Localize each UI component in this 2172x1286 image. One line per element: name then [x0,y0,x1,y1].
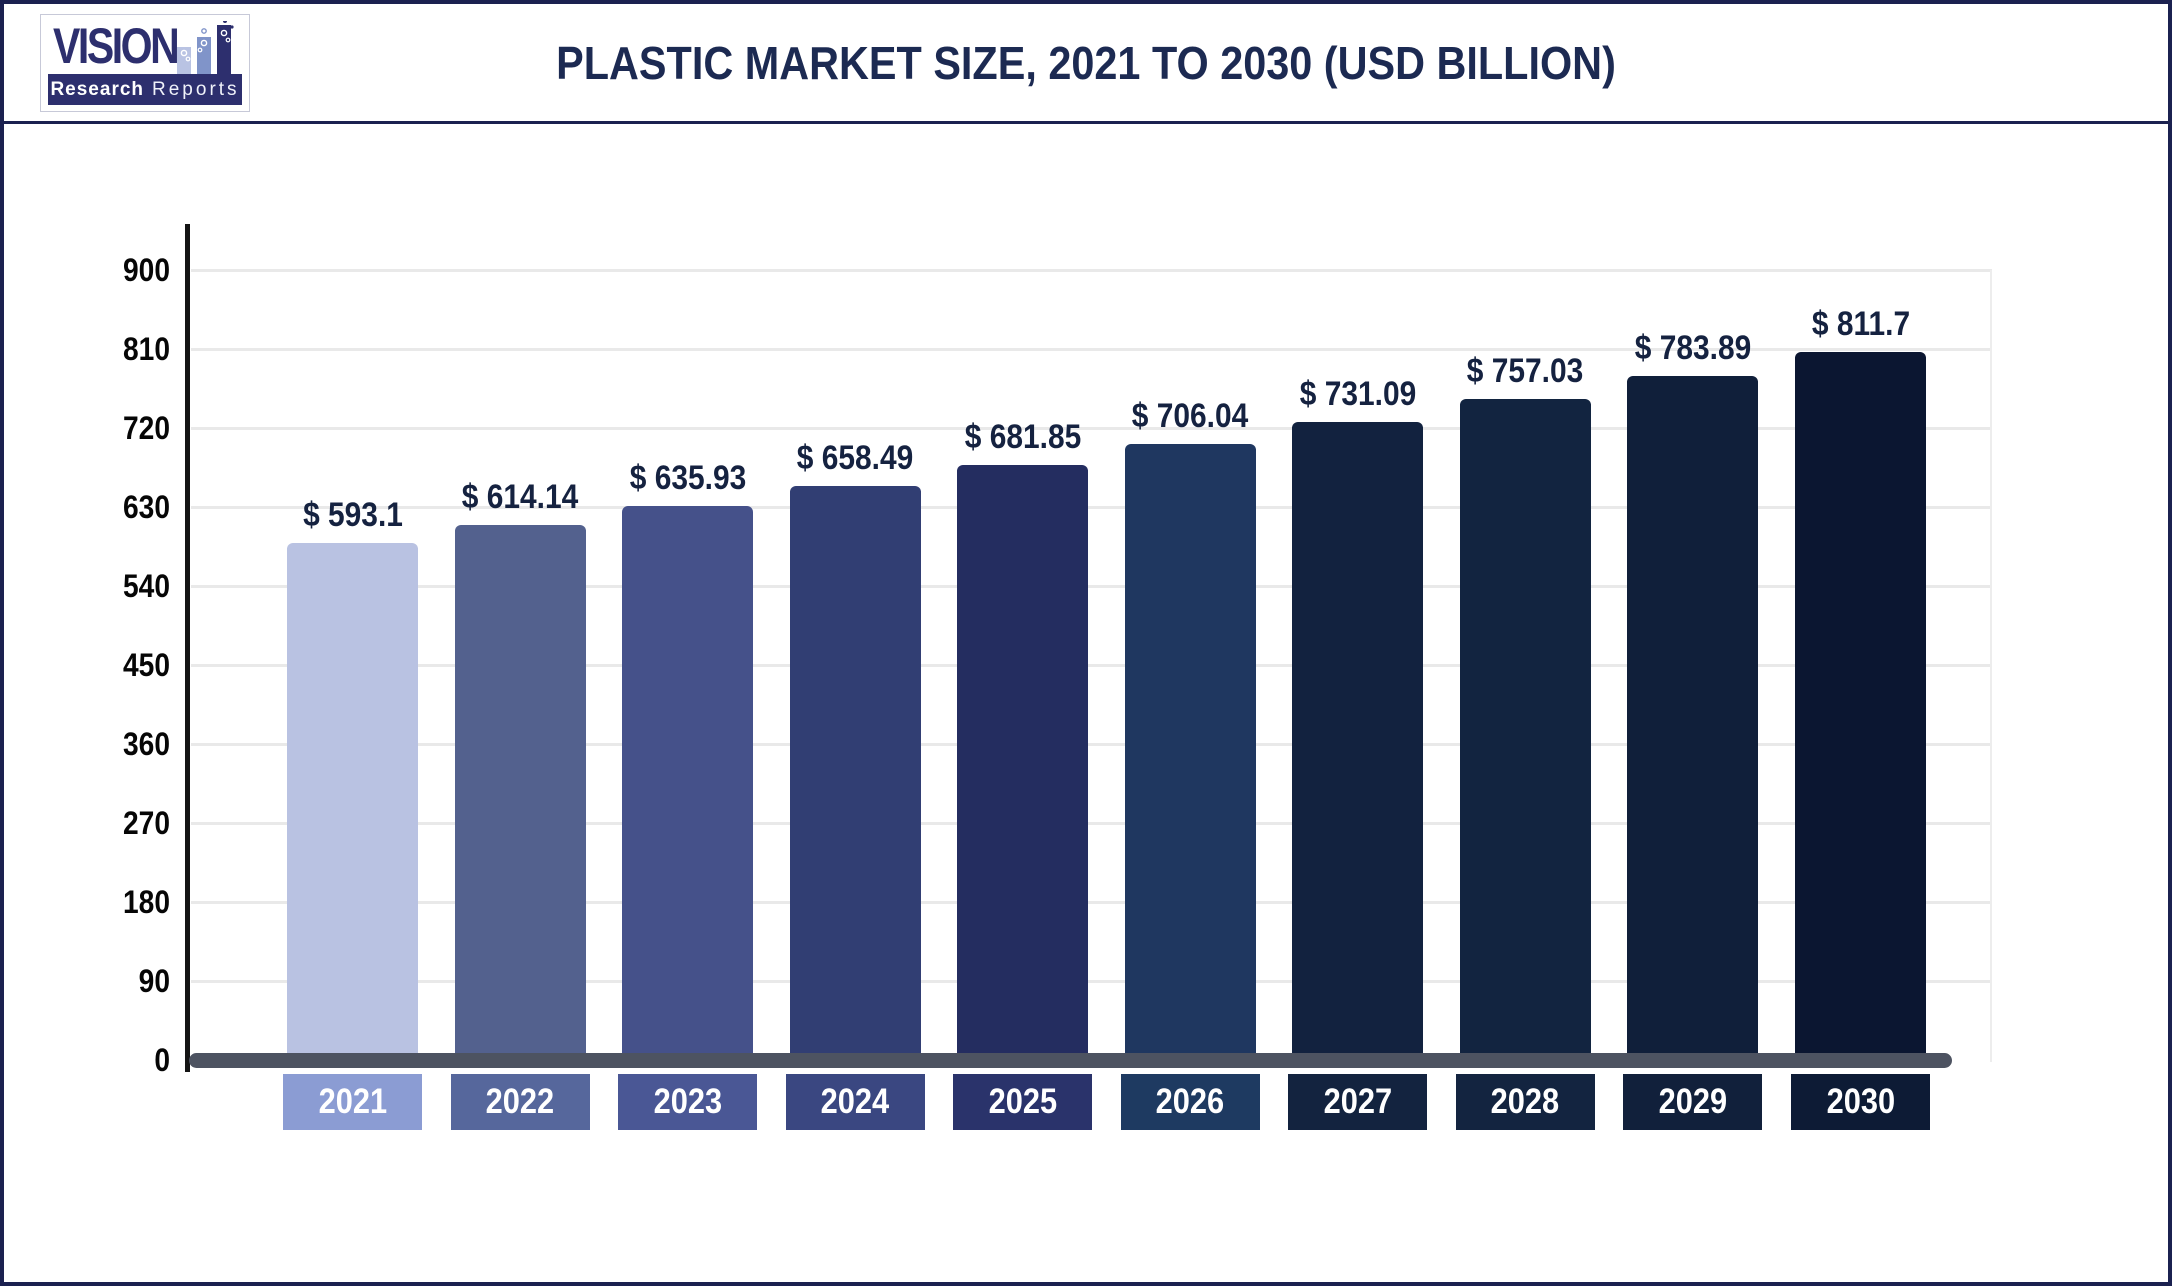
x-tick-2023: 2023 [618,1074,758,1130]
gridline-180 [191,901,1992,904]
y-tick-label-900: 900 [123,252,170,288]
x-tick-label-2023: 2023 [653,1082,722,1121]
x-tick-label-2030: 2030 [1826,1082,1895,1121]
bar-2030 [1795,351,1927,1064]
y-tick-label-180: 180 [123,884,170,920]
x-tick-2026: 2026 [1120,1074,1260,1130]
x-tick-2029: 2029 [1623,1074,1763,1130]
bar-value-label-2030: $ 811.7 [1811,304,1910,343]
gridline-630 [191,506,1992,509]
bar-value-label-2026: $ 706.04 [1132,397,1249,436]
bar-value-label-2022: $ 614.14 [461,477,579,516]
x-tick-2027: 2027 [1288,1074,1428,1130]
gridline-810 [191,348,1992,351]
y-tick-label-270: 270 [123,805,170,841]
bar-value-label-2029: $ 783.89 [1634,328,1752,367]
y-tick-label-0: 0 [154,1042,170,1078]
bar-value-label-2024: $ 658.49 [796,438,914,477]
gridline-450 [191,664,1992,667]
bar-2021 [287,543,418,1064]
gridline-270 [191,822,1992,825]
bar-2026 [1124,444,1256,1064]
x-tick-2022: 2022 [450,1074,590,1130]
bar-2029 [1627,375,1759,1064]
bar-2028 [1459,399,1591,1064]
chart-title: PLASTIC MARKET SIZE, 2021 TO 2030 (USD B… [556,36,1616,89]
bar-value-label-2028: $ 757.03 [1467,352,1584,391]
gridline-900 [191,269,1992,272]
bar-value-label-2027: $ 731.09 [1299,375,1417,414]
gridline-90 [191,980,1992,983]
x-tick-label-2029: 2029 [1658,1082,1728,1121]
y-tick-label-720: 720 [123,410,170,446]
chart-area: 0 90 180 270 360 450 540 630 720 810 900 $ 593.1 $ … [4,124,2168,1282]
x-tick-label-2026: 2026 [1156,1082,1225,1121]
y-axis-line [185,224,190,1072]
brand-tagline-reports: Reports [152,78,240,100]
x-tick-label-2027: 2027 [1323,1082,1393,1121]
x-tick-label-2025: 2025 [988,1082,1057,1121]
x-tick-label-2022: 2022 [485,1082,555,1121]
x-tick-label-2024: 2024 [820,1082,890,1121]
y-tick-label-90: 90 [138,963,170,999]
bar-value-label-2025: $ 681.85 [964,418,1081,457]
bar-value-label-2023: $ 635.93 [629,458,746,497]
bar-2024 [789,485,921,1064]
gridline-540 [191,585,1992,588]
brand-bar-chart-icon [177,21,234,79]
x-tick-2028: 2028 [1455,1074,1595,1130]
brand-tagline-research: Research [50,78,145,100]
y-tick-label-360: 360 [123,726,170,762]
x-tick-2024: 2024 [785,1074,925,1130]
header: VISION Research Reports PLASTIC MARKET [4,4,2168,124]
x-tick-2025: 2025 [953,1074,1093,1130]
x-tick-label-2028: 2028 [1491,1082,1560,1121]
x-tick-label-2021: 2021 [318,1082,387,1121]
gridline-360 [191,743,1992,746]
bar-2023 [622,505,754,1064]
y-tick-label-630: 630 [123,489,170,525]
brand-tagline: Research Reports [48,74,242,105]
bar-2022 [454,524,586,1064]
x-tick-2030: 2030 [1791,1074,1931,1130]
gridline-720 [191,427,1992,430]
y-tick-label-540: 540 [123,568,170,604]
bar-2027 [1292,422,1424,1064]
bar-value-label-2021: $ 593.1 [302,496,403,535]
brand-name: VISION [53,18,180,74]
bar-2025 [957,465,1089,1064]
y-tick-label-810: 810 [123,331,170,367]
y-tick-label-450: 450 [123,647,170,683]
plot-right-border [1990,270,1992,1062]
brand-logo: VISION Research Reports [40,14,250,112]
x-axis-baseline [189,1053,1952,1068]
x-tick-2021: 2021 [283,1074,422,1130]
